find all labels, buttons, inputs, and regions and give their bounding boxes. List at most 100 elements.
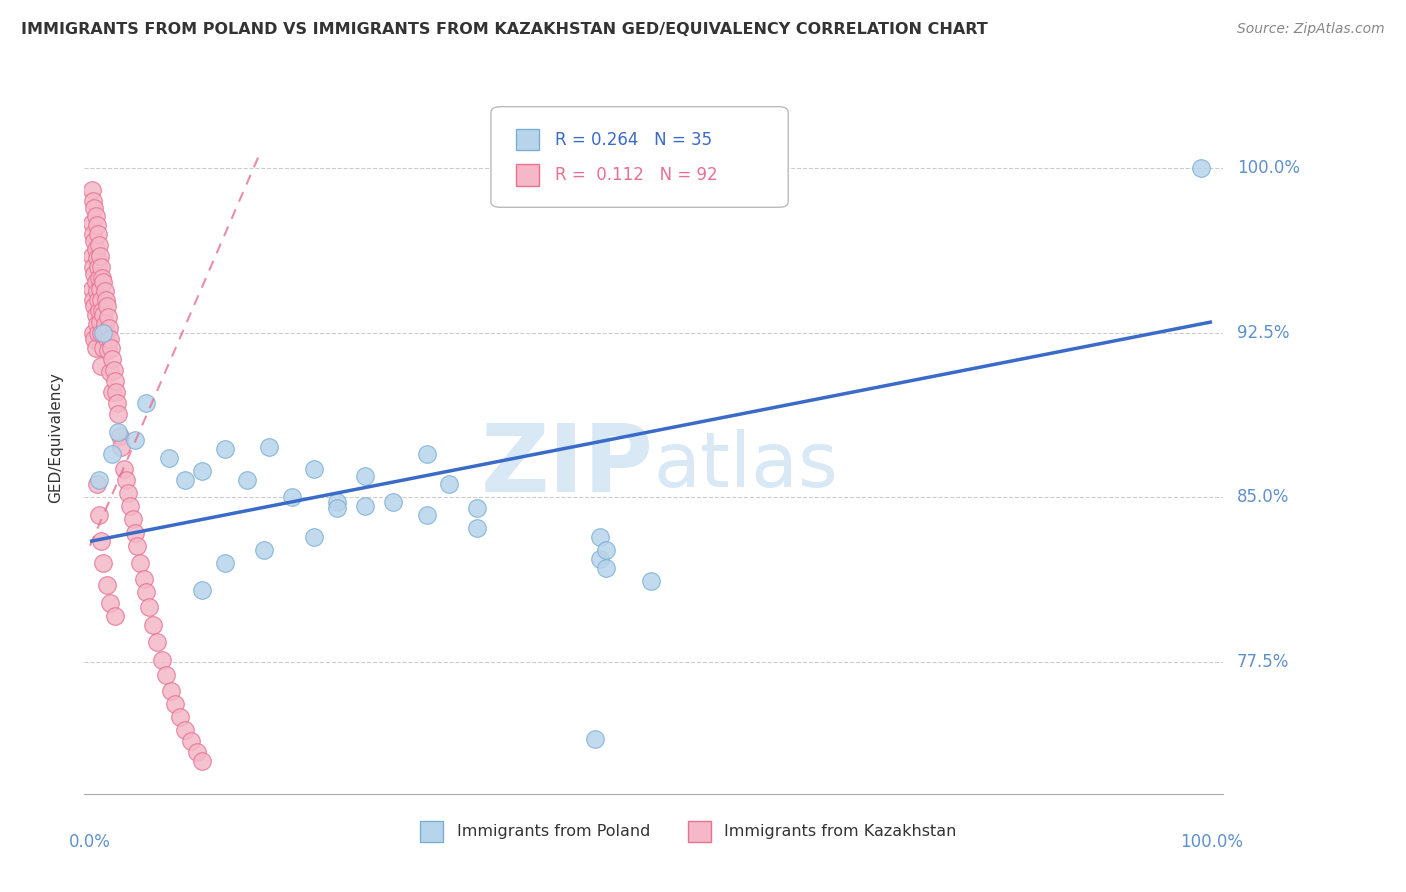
Text: 100.0%: 100.0% — [1181, 833, 1243, 851]
Point — [465, 501, 488, 516]
Point — [155, 668, 177, 682]
Point — [169, 710, 191, 724]
Point — [90, 260, 112, 274]
Point — [82, 282, 104, 296]
Point — [101, 385, 124, 400]
Point — [91, 271, 114, 285]
Point — [124, 434, 146, 448]
Point — [82, 216, 104, 230]
Point — [94, 293, 117, 307]
Point — [174, 473, 197, 487]
Point — [259, 440, 281, 454]
Point — [117, 486, 139, 500]
Point — [281, 491, 304, 505]
Point — [86, 317, 108, 331]
Point — [415, 508, 437, 522]
Point — [110, 440, 132, 454]
Point — [180, 734, 202, 748]
Text: atlas: atlas — [654, 429, 838, 502]
Point — [104, 385, 127, 400]
Point — [120, 500, 142, 514]
Point — [90, 359, 112, 373]
Point — [83, 234, 105, 248]
Point — [101, 352, 124, 367]
Point — [86, 477, 108, 491]
Point — [93, 275, 115, 289]
Text: 77.5%: 77.5% — [1237, 653, 1289, 671]
Text: Immigrants from Kazakhstan: Immigrants from Kazakhstan — [724, 824, 956, 839]
Point — [465, 521, 488, 535]
Point — [84, 243, 107, 257]
Point — [121, 512, 143, 526]
Point — [84, 210, 107, 224]
Text: R = 0.264   N = 35: R = 0.264 N = 35 — [555, 130, 711, 148]
Point — [253, 543, 276, 558]
Point — [589, 552, 612, 566]
Point — [90, 534, 112, 549]
Point — [157, 450, 180, 465]
Point — [354, 500, 377, 514]
Point — [100, 341, 122, 355]
Point — [83, 300, 105, 314]
Text: IMMIGRANTS FROM POLAND VS IMMIGRANTS FROM KAZAKHSTAN GED/EQUIVALENCY CORRELATION: IMMIGRANTS FROM POLAND VS IMMIGRANTS FRO… — [21, 22, 988, 37]
FancyBboxPatch shape — [420, 821, 443, 842]
Point — [86, 218, 108, 232]
Point — [82, 194, 104, 208]
Text: 0.0%: 0.0% — [69, 833, 111, 851]
Point — [191, 582, 214, 597]
Point — [87, 271, 110, 285]
Point — [124, 525, 146, 540]
Point — [105, 396, 128, 410]
Point — [82, 183, 104, 197]
Point — [415, 446, 437, 460]
Point — [87, 326, 110, 340]
Point — [135, 396, 157, 410]
Point — [96, 578, 118, 592]
Point — [381, 495, 404, 509]
Text: 100.0%: 100.0% — [1237, 159, 1301, 178]
Point — [84, 308, 107, 322]
Point — [191, 464, 214, 478]
Point — [214, 557, 236, 571]
Point — [84, 275, 107, 289]
Point — [93, 317, 115, 331]
Point — [89, 249, 111, 263]
Point — [89, 282, 111, 296]
Point — [87, 227, 110, 241]
Point — [82, 326, 104, 340]
Point — [93, 308, 115, 322]
FancyBboxPatch shape — [516, 128, 538, 150]
Point — [87, 260, 110, 274]
Point — [640, 574, 662, 588]
Point — [82, 227, 104, 241]
Point — [94, 326, 117, 340]
Point — [93, 557, 115, 571]
Point — [150, 653, 173, 667]
Text: Immigrants from Poland: Immigrants from Poland — [457, 824, 650, 839]
Point — [82, 293, 104, 307]
Point — [110, 429, 132, 443]
Point — [82, 249, 104, 263]
Point — [589, 530, 612, 544]
Point — [354, 468, 377, 483]
Point — [90, 293, 112, 307]
Point — [86, 251, 108, 265]
Point — [437, 477, 460, 491]
Point — [304, 530, 326, 544]
Point — [96, 332, 118, 346]
Point — [83, 201, 105, 215]
Point — [93, 326, 115, 340]
Point — [104, 609, 127, 624]
Point — [91, 303, 114, 318]
Point — [98, 332, 121, 346]
Point — [93, 341, 115, 355]
Point — [93, 284, 115, 298]
Point — [159, 683, 181, 698]
Point — [84, 341, 107, 355]
Point — [583, 731, 606, 746]
Point — [142, 617, 165, 632]
Text: R =  0.112   N = 92: R = 0.112 N = 92 — [555, 166, 717, 184]
Point — [83, 267, 105, 281]
Point — [87, 473, 110, 487]
Point — [87, 238, 110, 252]
